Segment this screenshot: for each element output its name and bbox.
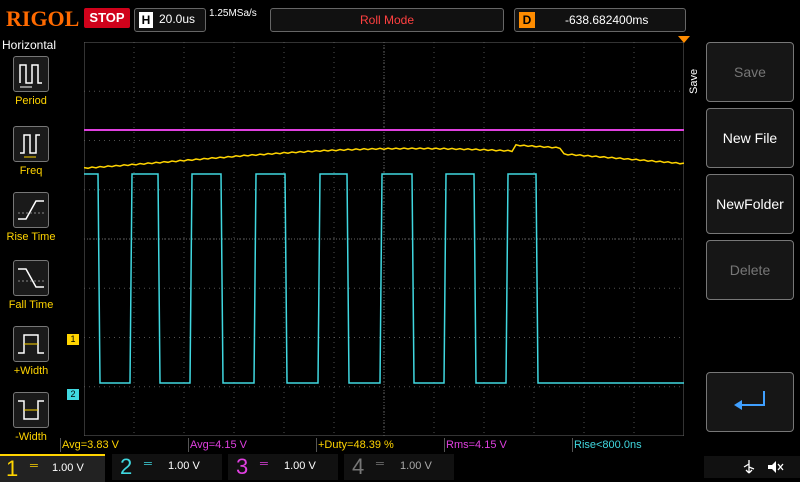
save-button[interactable]: Save bbox=[706, 42, 794, 102]
brand-logo: RIGOL bbox=[6, 6, 80, 31]
measure-period-label: Period bbox=[15, 95, 47, 107]
ch1-scale: 1.00 V bbox=[52, 462, 84, 474]
neg-width-icon bbox=[13, 392, 49, 428]
save-menu-tab: Save bbox=[688, 40, 702, 96]
measure-pos-width-button[interactable]: +Width bbox=[0, 326, 62, 377]
measure-ch1-avg[interactable]: Avg=3.83 V bbox=[60, 438, 188, 452]
ch2-tab[interactable]: 2 ═ 1.00 V bbox=[112, 454, 222, 480]
ch2-trace bbox=[84, 173, 684, 384]
measure-freq-button[interactable]: Freq bbox=[0, 126, 62, 177]
ch3-scale: 1.00 V bbox=[284, 460, 316, 472]
measure-neg-width-label: -Width bbox=[15, 431, 47, 443]
measure-pos-width-label: +Width bbox=[13, 365, 49, 377]
status-icons bbox=[704, 456, 800, 478]
measure-neg-width-button[interactable]: -Width bbox=[0, 392, 62, 443]
graticule bbox=[84, 42, 684, 436]
measure-rise-time-label: Rise Time bbox=[6, 231, 56, 243]
save-menu-label: Save bbox=[688, 68, 700, 94]
freq-icon bbox=[13, 126, 49, 162]
timebase-box[interactable]: H 20.0us bbox=[134, 8, 206, 32]
timebase-value: 20.0us bbox=[159, 12, 196, 26]
ch2-offset-marker[interactable]: 2 bbox=[67, 389, 79, 400]
ch4-number: 4 bbox=[352, 454, 365, 479]
delete-button[interactable]: Delete bbox=[706, 240, 794, 300]
ch3-tab[interactable]: 3 ═ 1.00 V bbox=[228, 454, 338, 480]
measurement-row: Avg=3.83 V Avg=4.15 V +Duty=48.39 % Rms=… bbox=[60, 438, 686, 452]
ch1-tab[interactable]: 1 ═ 1.00 V bbox=[0, 454, 105, 482]
ch4-scale: 1.00 V bbox=[400, 460, 432, 472]
new-file-button[interactable]: New File bbox=[706, 108, 794, 168]
delay-box[interactable]: D -638.682400ms bbox=[514, 8, 686, 32]
ch1-offset-marker[interactable]: 1 bbox=[67, 334, 79, 345]
measure-period-button[interactable]: Period bbox=[0, 56, 62, 107]
trigger-position-marker bbox=[678, 36, 690, 43]
measure-freq-label: Freq bbox=[19, 165, 43, 177]
channel-bar: 1 ═ 1.00 V 2 ═ 1.00 V 3 ═ 1.00 V 4 ═ 1.0… bbox=[0, 454, 800, 482]
waveform-display[interactable] bbox=[84, 42, 684, 436]
dc-coupling-icon: ═ bbox=[376, 458, 384, 470]
fall-time-icon bbox=[13, 260, 49, 296]
timebase-label: H bbox=[139, 12, 153, 28]
measure-fall-time-label: Fall Time bbox=[8, 299, 54, 311]
measure-ch3-rms[interactable]: Rms=4.15 V bbox=[444, 438, 572, 452]
new-folder-button[interactable]: NewFolder bbox=[706, 174, 794, 234]
speaker-muted-icon[interactable] bbox=[766, 459, 784, 475]
ch2-scale: 1.00 V bbox=[168, 460, 200, 472]
dc-coupling-icon: ═ bbox=[260, 458, 268, 470]
ch4-tab[interactable]: 4 ═ 1.00 V bbox=[344, 454, 454, 480]
sample-rate: 1.25MSa/s bbox=[209, 8, 257, 19]
ch1-number: 1 bbox=[6, 456, 19, 481]
ch1-trace bbox=[84, 143, 684, 170]
measure-fall-time-button[interactable]: Fall Time bbox=[0, 260, 62, 311]
measure-ch2-rise[interactable]: Rise<800.0ns bbox=[572, 438, 686, 452]
period-icon bbox=[13, 56, 49, 92]
usb-icon bbox=[743, 460, 755, 474]
acquisition-mode: Roll Mode bbox=[270, 8, 504, 32]
measure-ch3-avg[interactable]: Avg=4.15 V bbox=[188, 438, 316, 452]
run-stop-status[interactable]: STOP bbox=[84, 8, 130, 28]
dc-coupling-icon: ═ bbox=[144, 458, 152, 470]
measure-ch1-duty[interactable]: +Duty=48.39 % bbox=[316, 438, 444, 452]
return-arrow-icon bbox=[734, 391, 765, 410]
panel-title: Horizontal bbox=[2, 38, 57, 52]
rise-time-icon bbox=[13, 192, 49, 228]
dc-coupling-icon: ═ bbox=[30, 460, 38, 472]
measure-rise-time-button[interactable]: Rise Time bbox=[0, 192, 62, 243]
delay-label: D bbox=[519, 12, 535, 28]
delay-value: -638.682400ms bbox=[565, 13, 649, 27]
measure-side-panel bbox=[0, 36, 62, 450]
ch2-number: 2 bbox=[120, 454, 133, 479]
ch3-number: 3 bbox=[236, 454, 249, 479]
enter-button[interactable] bbox=[706, 372, 794, 432]
pos-width-icon bbox=[13, 326, 49, 362]
